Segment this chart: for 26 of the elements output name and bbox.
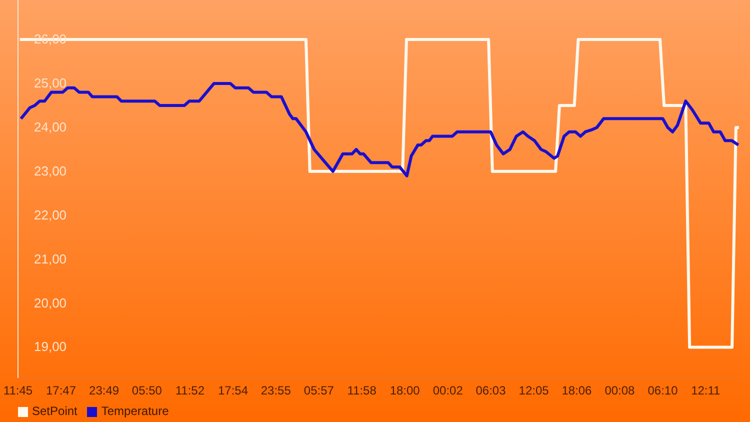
x-tick-label: 06:03 (476, 384, 506, 398)
y-tick-label: 22,00 (34, 207, 67, 222)
x-tick-label: 00:08 (604, 384, 636, 398)
y-tick-label: 23,00 (34, 163, 67, 178)
y-tick-label: 19,00 (34, 339, 67, 354)
legend-label: SetPoint (32, 404, 78, 418)
x-tick-label: 05:50 (132, 384, 162, 398)
x-tick-label: 11:52 (175, 384, 205, 398)
x-tick-label: 11:45 (3, 384, 33, 398)
y-tick-label: 21,00 (34, 251, 67, 266)
x-tick-label: 06:10 (648, 384, 678, 398)
x-tick-label: 17:47 (46, 384, 76, 398)
y-tick-label: 24,00 (34, 119, 67, 134)
x-tick-label: 00:02 (432, 384, 464, 398)
x-tick-label: 18:00 (390, 384, 420, 398)
x-tick-label: 12:05 (518, 384, 550, 398)
y-tick-label: 20,00 (34, 295, 67, 310)
x-tick-label: 17:54 (218, 384, 248, 398)
x-tick-label: 12:11 (691, 384, 721, 398)
legend-label: Temperature (101, 404, 169, 418)
x-tick-label: 11:58 (347, 384, 377, 398)
x-tick-label: 23:49 (89, 384, 120, 398)
x-tick-label: 18:06 (562, 384, 592, 398)
x-tick-label: 05:57 (304, 384, 334, 398)
x-tick-label: 23:55 (260, 384, 292, 398)
y-tick-label: 25,00 (34, 76, 67, 91)
